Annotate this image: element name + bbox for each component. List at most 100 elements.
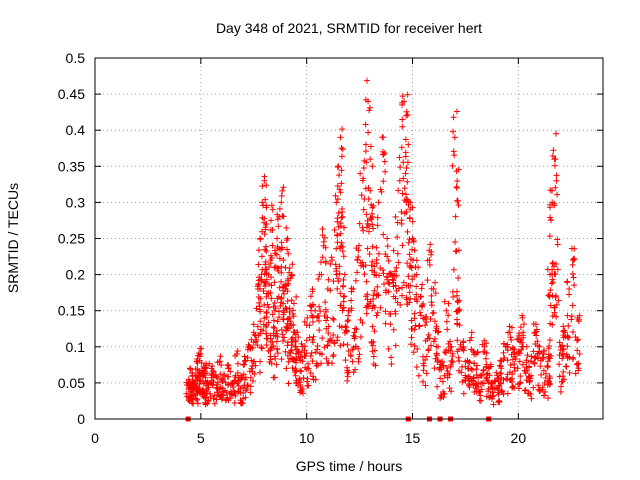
- data-point: [553, 130, 560, 137]
- data-point: [369, 323, 376, 330]
- data-point: [462, 358, 469, 365]
- data-point: [369, 243, 376, 250]
- data-point: [289, 334, 296, 341]
- data-point: [363, 310, 370, 317]
- data-point: [519, 312, 526, 319]
- y-tick-label: 0.1: [66, 339, 86, 355]
- data-point: [398, 209, 405, 216]
- data-point: [254, 342, 261, 349]
- data-point: [475, 388, 482, 395]
- data-point: [459, 378, 466, 385]
- data-point: [362, 148, 369, 155]
- data-point: [385, 257, 392, 264]
- data-point: [441, 298, 448, 305]
- data-point: [518, 346, 525, 353]
- data-point: [380, 231, 387, 238]
- data-point: [483, 349, 490, 356]
- data-point: [362, 185, 369, 192]
- data-point: [404, 196, 411, 203]
- data-point: [443, 365, 450, 372]
- data-point: [192, 395, 199, 402]
- data-point: [274, 243, 281, 250]
- data-point: [446, 371, 453, 378]
- data-point: [345, 317, 352, 324]
- data-point: [399, 190, 406, 197]
- data-point: [284, 246, 291, 253]
- data-point: [531, 329, 538, 336]
- data-point: [328, 254, 335, 261]
- data-point: [438, 366, 445, 373]
- data-point: [455, 274, 462, 281]
- data-point: [370, 361, 377, 368]
- data-point: [452, 213, 459, 220]
- data-point: [339, 146, 346, 153]
- data-point: [381, 158, 388, 165]
- data-point: [432, 279, 439, 286]
- data-point: [280, 290, 287, 297]
- data-point: [474, 362, 481, 369]
- data-point: [350, 369, 357, 376]
- data-point: [399, 284, 406, 291]
- data-point: [387, 321, 394, 328]
- data-point: [338, 167, 345, 174]
- data-point: [225, 364, 232, 371]
- data-point: [301, 318, 308, 325]
- data-point: [521, 387, 528, 394]
- data-point: [273, 361, 280, 368]
- data-point: [284, 298, 291, 305]
- data-point: [267, 252, 274, 259]
- data-point: [448, 344, 455, 351]
- data-point: [553, 172, 560, 179]
- data-point: [399, 242, 406, 249]
- data-point: [544, 363, 551, 370]
- data-point: [490, 401, 497, 408]
- data-point: [406, 289, 413, 296]
- data-point: [476, 389, 483, 396]
- data-point: [298, 340, 305, 347]
- data-point: [423, 313, 430, 320]
- y-tick-label: 0.4: [66, 122, 86, 138]
- data-point: [292, 338, 299, 345]
- data-point: [528, 395, 535, 402]
- data-point: [560, 368, 567, 375]
- data-point: [199, 373, 206, 380]
- y-tick-label: 0: [77, 411, 85, 427]
- x-axis-label: GPS time / hours: [296, 458, 403, 474]
- data-point: [547, 302, 554, 309]
- data-point: [255, 247, 262, 254]
- data-point: [203, 382, 210, 389]
- data-point: [562, 363, 569, 370]
- data-point: [291, 356, 298, 363]
- data-point: [263, 341, 270, 348]
- data-point: [363, 278, 370, 285]
- data-point: [561, 376, 568, 383]
- data-point: [314, 362, 321, 368]
- data-point: [279, 187, 286, 194]
- data-point: [336, 186, 343, 193]
- data-point: [500, 356, 507, 363]
- data-point: [291, 329, 298, 336]
- data-point: [319, 225, 326, 232]
- data-point: [522, 387, 529, 394]
- data-point: [573, 337, 580, 344]
- data-point: [360, 165, 367, 172]
- data-point: [340, 253, 347, 260]
- data-point: [202, 374, 209, 381]
- data-point: [420, 360, 427, 367]
- data-point: [544, 381, 551, 388]
- data-point: [259, 199, 266, 206]
- data-point: [269, 206, 276, 213]
- data-point: [333, 245, 340, 252]
- data-point: [399, 123, 406, 130]
- data-point: [348, 297, 355, 304]
- data-point: [284, 288, 291, 295]
- data-point: [443, 307, 450, 314]
- data-point: [564, 353, 571, 360]
- data-point: [286, 350, 293, 357]
- data-point: [406, 215, 413, 222]
- data-point: [395, 259, 402, 266]
- data-point: [361, 271, 368, 278]
- data-point: [257, 318, 264, 325]
- data-point: [255, 261, 262, 268]
- data-point: [259, 214, 266, 221]
